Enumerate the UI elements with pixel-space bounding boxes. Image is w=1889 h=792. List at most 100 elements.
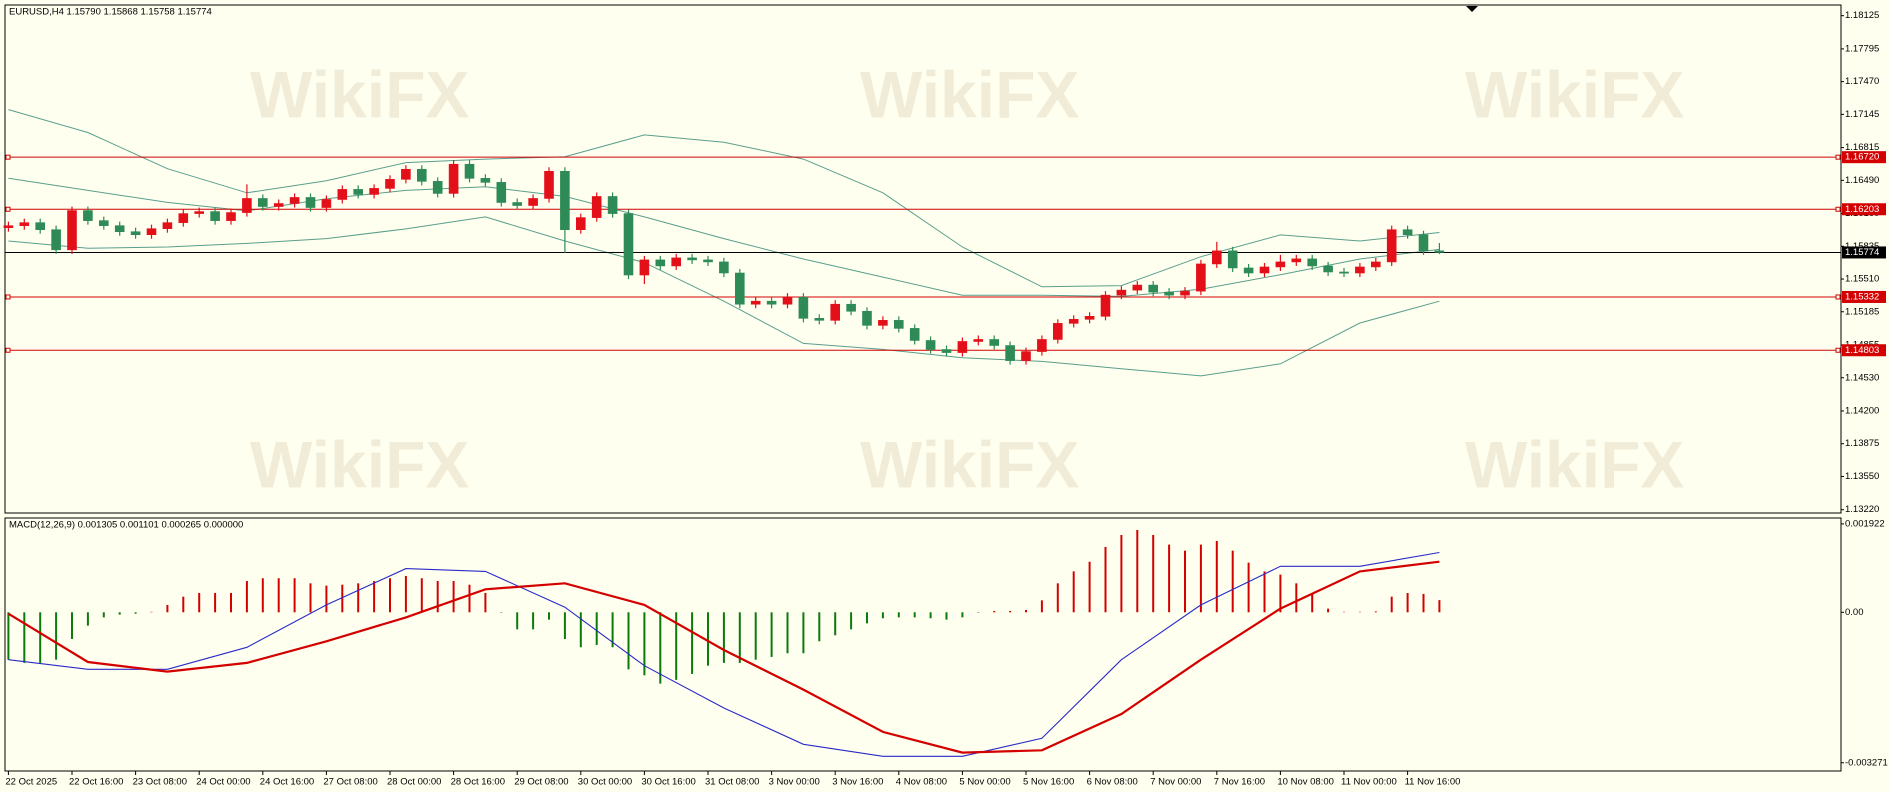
candle-body [1212, 250, 1222, 265]
candle-body [830, 303, 841, 321]
candle-body [3, 225, 14, 228]
macd-panel-frame [4, 517, 1842, 772]
main-title: EURUSD,H4 1.15790 1.15868 1.15758 1.1577… [9, 7, 212, 18]
level-tag [1842, 203, 1886, 216]
candle-body [1275, 261, 1286, 268]
last-price-tag [1842, 246, 1886, 259]
x-tick-label: 10 Nov 08:00 [1277, 777, 1334, 788]
bollinger-band [8, 216, 1440, 377]
candle-body [1339, 271, 1349, 274]
x-tick-label: 11 Nov 16:00 [1405, 777, 1461, 788]
watermark: WikiFX [860, 427, 1079, 501]
candle-body [909, 328, 920, 341]
candle-body [1148, 284, 1158, 293]
y-tick-label: 1.13220 [1845, 504, 1879, 515]
level-tag-label: 1.16203 [1845, 204, 1879, 215]
candle-body [83, 210, 93, 221]
candle-body [432, 181, 443, 194]
candle-body [67, 210, 77, 251]
x-tick-label: 31 Oct 08:00 [705, 777, 759, 788]
level-tag [1842, 290, 1886, 303]
y-tick-label: 1.13550 [1845, 471, 1879, 482]
candle-body [639, 259, 650, 276]
candle-body [1371, 261, 1381, 268]
last-price-label: 1.15774 [1845, 247, 1879, 258]
level-anchor [5, 206, 11, 212]
x-tick-label: 28 Oct 16:00 [451, 777, 505, 788]
candle-body [1068, 319, 1079, 324]
candle-body [130, 231, 141, 236]
candle-body [989, 339, 1000, 346]
x-tick-label: 30 Oct 16:00 [641, 777, 695, 788]
candle-body [1227, 250, 1238, 269]
candle-body [19, 222, 30, 226]
macd-line [7, 560, 1440, 754]
candle-body [893, 320, 904, 329]
candle-body [925, 340, 936, 350]
y-tick-label: 1.18125 [1845, 10, 1879, 21]
candle-body [623, 213, 634, 276]
x-tick-label: 29 Oct 08:00 [514, 777, 568, 788]
x-tick-label: 4 Nov 08:00 [896, 777, 947, 788]
watermarks: WikiFX WikiFX WikiFX WikiFX WikiFX WikiF… [250, 57, 1684, 501]
candle-body [575, 217, 586, 230]
candle-body [560, 170, 570, 230]
candle-body [194, 211, 204, 214]
level-tag-label: 1.15332 [1845, 291, 1879, 302]
x-tick-label: 28 Oct 00:00 [387, 777, 441, 788]
candle-body [337, 189, 348, 200]
candle-body [289, 197, 300, 204]
x-tick-label: 22 Oct 2025 [5, 777, 57, 788]
candle-body [1323, 265, 1333, 273]
candle-body [512, 202, 523, 206]
level-anchor [5, 154, 11, 160]
candle-body [448, 163, 459, 194]
macd-title: MACD(12,26,9) 0.001305 0.001101 0.000265… [9, 520, 243, 531]
candle-body [273, 203, 284, 207]
y-tick-label: 1.17795 [1845, 43, 1879, 54]
level-tag-label: 1.14803 [1845, 345, 1879, 356]
x-tick-label: 5 Nov 16:00 [1023, 777, 1074, 788]
candle-body [671, 257, 682, 267]
candle-body [1291, 258, 1302, 263]
candle-body [782, 296, 793, 305]
candle-body [1180, 290, 1190, 296]
candle-body [1355, 266, 1365, 274]
main-panel-frame [4, 4, 1842, 514]
candle-body [146, 228, 157, 236]
candle-body [766, 300, 777, 305]
candle-body [99, 220, 109, 226]
watermark: WikiFX [1465, 427, 1684, 501]
level-tag-label: 1.16720 [1845, 152, 1879, 163]
candle-body [814, 318, 825, 321]
candle-body [242, 198, 252, 213]
candle-body [1100, 294, 1111, 317]
candle-body [226, 212, 236, 221]
candle-body [1243, 267, 1254, 274]
candle-body [1132, 284, 1143, 291]
candle-body [528, 198, 538, 206]
x-tick-label: 7 Nov 16:00 [1214, 777, 1265, 788]
candle-body [114, 225, 125, 233]
y-tick-label: 1.14530 [1845, 372, 1879, 383]
candle-body [1402, 229, 1413, 236]
candle-body [369, 188, 379, 195]
y-tick-label: 1.17470 [1845, 76, 1879, 87]
candle-body [957, 341, 968, 353]
candle-body [353, 189, 364, 195]
watermark: WikiFX [860, 57, 1079, 131]
candle-body [210, 211, 220, 221]
candle-body [1418, 234, 1429, 252]
candle-body [750, 300, 761, 305]
candle-body [1196, 263, 1206, 292]
watermark: WikiFX [250, 57, 469, 131]
candle-body [607, 196, 618, 214]
candle-body [257, 198, 268, 207]
x-tick-label: 7 Nov 00:00 [1150, 777, 1201, 788]
candle-body [687, 257, 697, 261]
candle-body [178, 213, 189, 223]
candle-body [862, 310, 872, 326]
candle-body [1021, 351, 1031, 361]
candle-body [1259, 266, 1270, 274]
